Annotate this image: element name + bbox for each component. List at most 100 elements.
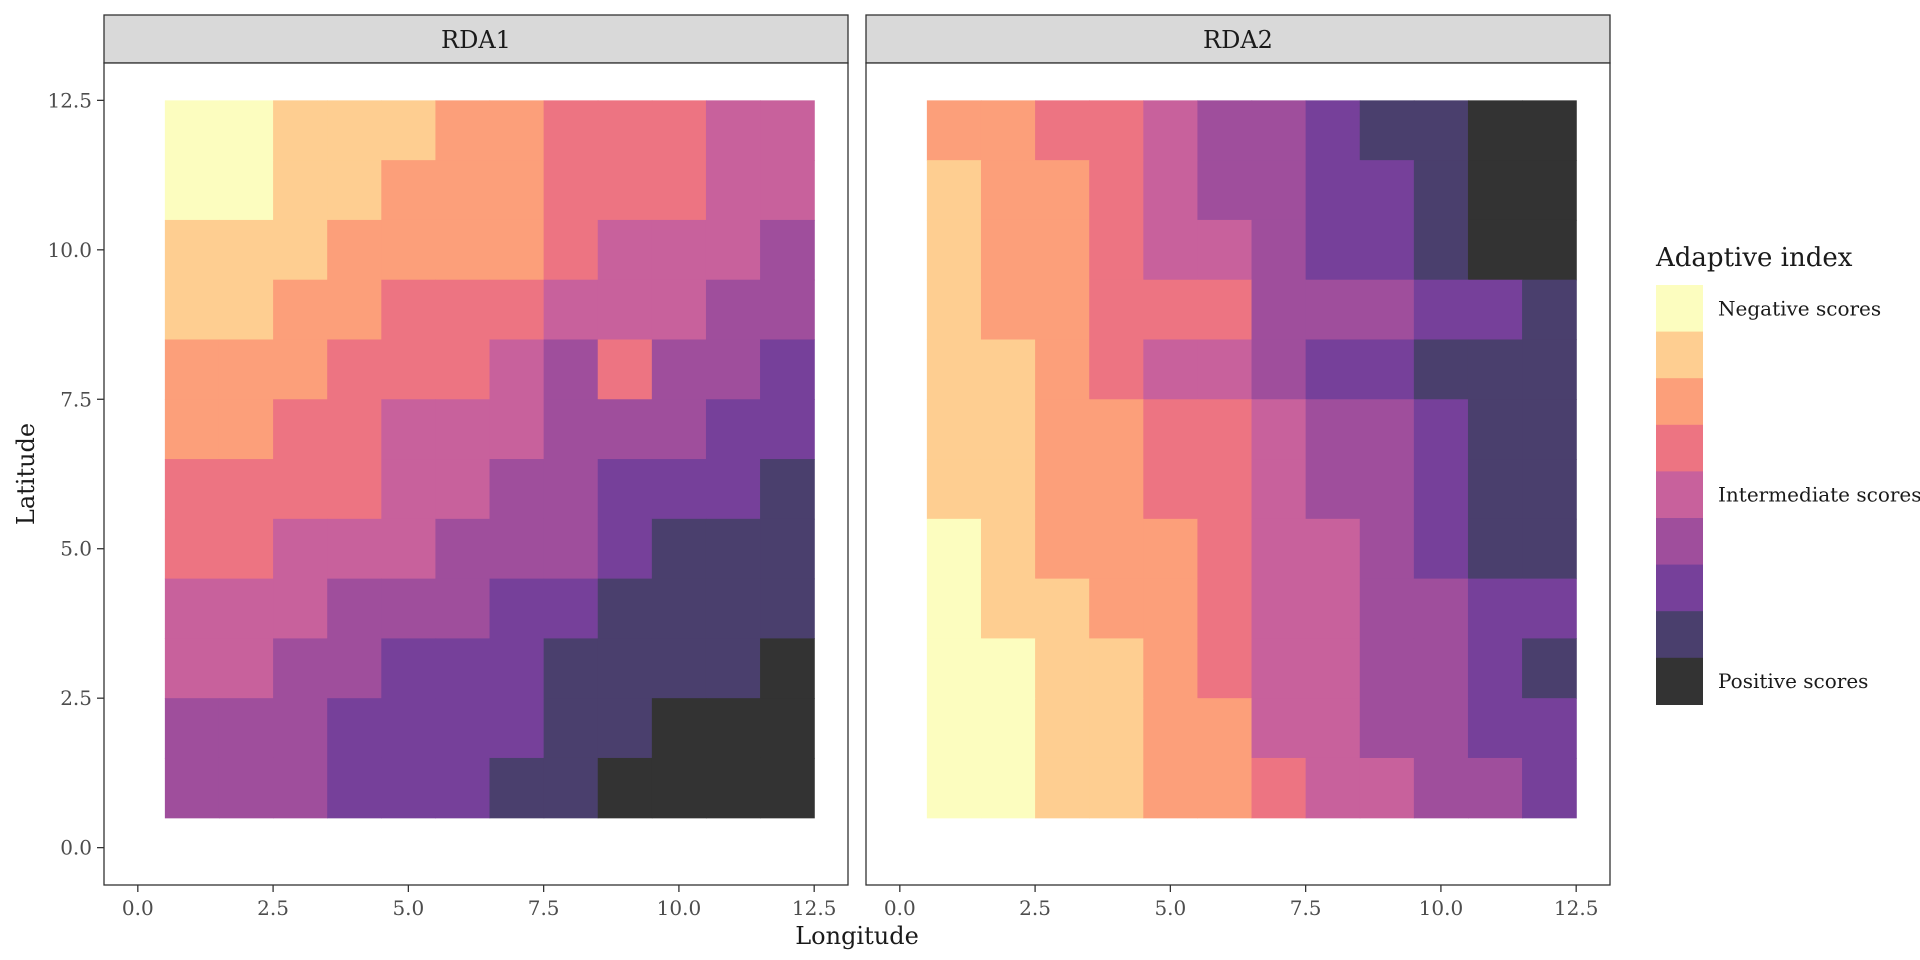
x-tick-label: 2.5 — [1019, 896, 1051, 920]
heatmap-cell — [164, 638, 220, 699]
heatmap-cell — [1305, 698, 1361, 759]
heatmap-cell — [1359, 578, 1415, 639]
heatmap-cell — [1467, 219, 1523, 281]
heatmap-cell — [980, 518, 1036, 580]
heatmap-cell — [218, 698, 274, 759]
heatmap-cell — [926, 518, 982, 580]
heatmap-cell — [651, 339, 707, 400]
heatmap-cell — [705, 100, 761, 161]
legend-label: Intermediate scores — [1718, 483, 1920, 507]
heatmap-cell — [1413, 339, 1469, 400]
x-tick-label: 7.5 — [528, 896, 560, 920]
heatmap-cell — [1467, 638, 1523, 699]
heatmap-cell — [1089, 518, 1144, 580]
heatmap-cell — [1305, 279, 1361, 341]
heatmap-cell — [327, 219, 382, 281]
heatmap-cell — [705, 219, 761, 281]
heatmap-cell — [980, 638, 1036, 699]
heatmap-cell — [760, 100, 815, 161]
heatmap-cell — [1359, 160, 1415, 221]
heatmap-cell — [381, 219, 437, 281]
heatmap-cell — [381, 459, 437, 520]
heatmap-cell — [1522, 518, 1577, 580]
heatmap-cell — [543, 279, 599, 341]
heatmap-cell — [489, 279, 545, 341]
legend-keys: Negative scores Intermediate scores Positi… — [1656, 285, 1920, 705]
heatmap-cell — [543, 459, 599, 520]
heatmap-cell — [327, 100, 382, 161]
heatmap-cell — [1197, 219, 1253, 281]
heatmap-cell — [705, 160, 761, 221]
heatmap-cell — [543, 578, 599, 639]
heatmap-cell — [1413, 399, 1469, 460]
heatmap-cell — [1143, 698, 1199, 759]
heatmap-cell — [273, 219, 328, 281]
heatmap-cell — [1035, 219, 1090, 281]
heatmap-cell — [435, 698, 491, 759]
heatmap-cell — [489, 757, 545, 819]
heatmap-cell — [1143, 459, 1199, 520]
heatmap-cell — [1143, 399, 1199, 460]
heatmap-cell — [1197, 578, 1253, 639]
x-tick-label: 0.0 — [884, 896, 916, 920]
heatmap-cell — [218, 518, 274, 580]
heatmap-cell — [1467, 100, 1523, 161]
heatmap-cell — [1197, 399, 1253, 460]
heatmap-cell — [381, 698, 437, 759]
strip-background — [103, 14, 849, 64]
heatmap-cell — [327, 757, 382, 819]
heatmap-cell — [327, 638, 382, 699]
heatmap-cell — [489, 459, 545, 520]
heatmap-cell — [926, 578, 982, 639]
heatmap-cell — [1089, 698, 1144, 759]
heatmap-cell — [760, 638, 815, 699]
heatmap-cell — [164, 578, 220, 639]
heatmap-cell — [1413, 638, 1469, 699]
heatmap-cell — [1467, 399, 1523, 460]
heatmap-cell — [1251, 279, 1307, 341]
heatmap-cell — [705, 279, 761, 341]
heatmap-cell — [164, 279, 220, 341]
legend-key — [1656, 285, 1703, 333]
panel-border — [865, 62, 1611, 886]
x-tick-label: 5.0 — [392, 896, 424, 920]
heatmap-cell — [1089, 219, 1144, 281]
heatmap-cell — [1143, 518, 1199, 580]
strip-label-rda2: RDA2 — [1203, 26, 1273, 54]
heatmap-cell — [381, 100, 437, 161]
heatmap-cell — [273, 279, 328, 341]
heatmap-cell — [651, 518, 707, 580]
x-tick-label: 7.5 — [1290, 896, 1322, 920]
heatmap-cell — [760, 279, 815, 341]
heatmap-cell — [1143, 160, 1199, 221]
heatmap-cell — [218, 578, 274, 639]
heatmap-cell — [273, 578, 328, 639]
heatmap-cell — [273, 100, 328, 161]
heatmap-cell — [926, 339, 982, 400]
heatmap-cell — [1035, 698, 1090, 759]
y-tick-label: 7.5 — [60, 387, 92, 411]
heatmap-cell — [651, 459, 707, 520]
legend-key — [1656, 471, 1703, 519]
heatmap-cell — [1305, 399, 1361, 460]
heatmap-cell — [273, 638, 328, 699]
heatmap-cell — [1305, 518, 1361, 580]
heatmap-cell — [1197, 757, 1253, 819]
heatmap-cell — [1251, 757, 1307, 819]
heatmap-cell — [651, 279, 707, 341]
heatmap-cell — [164, 160, 220, 221]
heatmap-cell — [1359, 339, 1415, 400]
heatmap-cell — [489, 638, 545, 699]
strip-background — [865, 14, 1611, 64]
heatmap-cell — [543, 698, 599, 759]
heatmap-cell — [980, 578, 1036, 639]
heatmap-cell — [705, 757, 761, 819]
heatmap-cell — [980, 757, 1036, 819]
heatmap-cell — [1305, 219, 1361, 281]
y-tick-label: 5.0 — [60, 537, 92, 561]
heatmap-cell — [705, 518, 761, 580]
panel-border — [103, 62, 849, 886]
heatmap-cell — [1197, 638, 1253, 699]
heatmap-cell — [980, 399, 1036, 460]
heatmap-cell — [164, 757, 220, 819]
